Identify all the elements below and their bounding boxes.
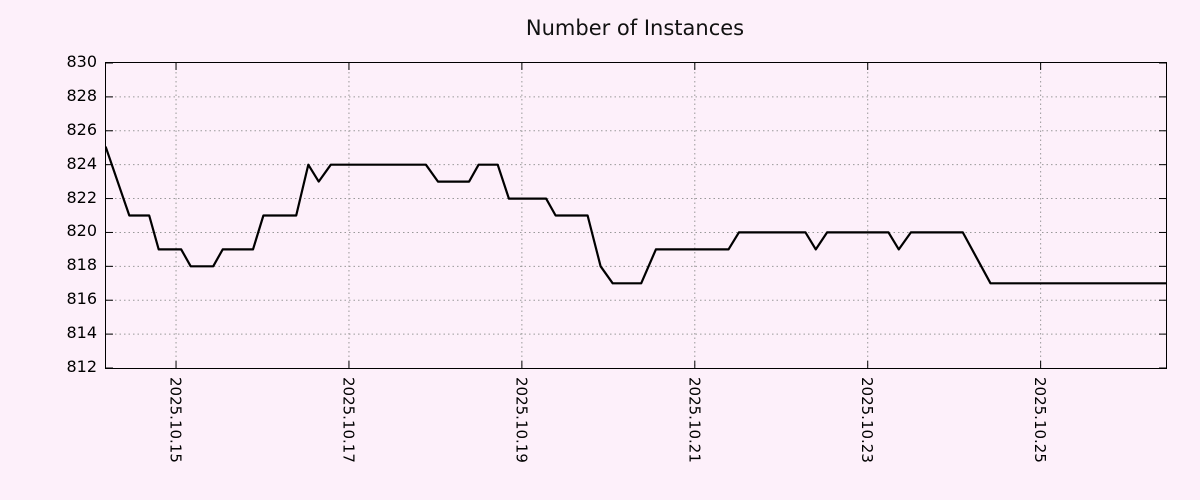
x-tick-label: 2025.10.15 xyxy=(166,377,185,463)
x-tick-label: 2025.10.17 xyxy=(339,377,358,463)
x-tick-label: 2025.10.19 xyxy=(512,377,531,463)
y-tick-label: 812 xyxy=(66,357,97,376)
x-axis-labels: 2025.10.15 2025.10.17 2025.10.19 2025.10.21… xyxy=(105,377,1165,492)
y-tick-label: 826 xyxy=(66,119,97,139)
y-tick-label: 818 xyxy=(66,255,97,275)
x-tick-label: 2025.10.25 xyxy=(1031,377,1050,463)
plot-area xyxy=(105,62,1167,369)
y-axis-labels: 812 814 816 818 820 822 824 826 828 830 xyxy=(0,54,97,375)
y-tick-label: 828 xyxy=(66,85,97,105)
x-tick-label: 2025.10.23 xyxy=(858,377,877,463)
y-tick-label: 824 xyxy=(66,153,97,173)
y-tick-label: 814 xyxy=(66,323,97,343)
y-tick-label: 830 xyxy=(66,52,97,71)
y-tick-label: 816 xyxy=(66,289,97,309)
series-line-instances xyxy=(106,146,1166,285)
y-tick-label: 822 xyxy=(66,187,97,207)
chart-title: Number of Instances xyxy=(525,16,745,40)
x-tick-label: 2025.10.21 xyxy=(685,377,704,463)
y-tick-label: 820 xyxy=(66,221,97,241)
plot-canvas xyxy=(106,63,1166,368)
